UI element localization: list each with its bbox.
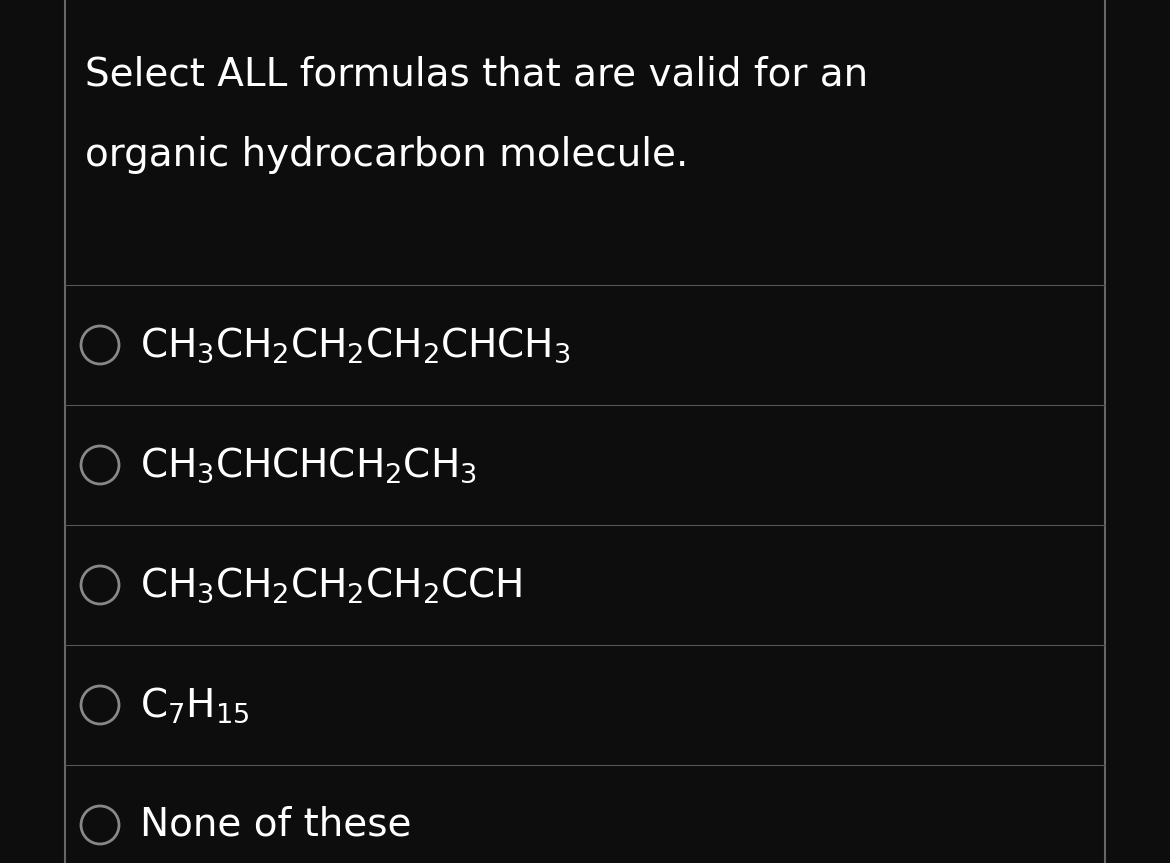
Text: organic hydrocarbon molecule.: organic hydrocarbon molecule. [85, 136, 688, 174]
Text: C$_7$H$_{15}$: C$_7$H$_{15}$ [140, 685, 249, 725]
Text: CH$_3$CH$_2$CH$_2$CH$_2$CHCH$_3$: CH$_3$CH$_2$CH$_2$CH$_2$CHCH$_3$ [140, 325, 571, 365]
Text: None of these: None of these [140, 806, 412, 844]
Text: CH$_3$CH$_2$CH$_2$CH$_2$CCH: CH$_3$CH$_2$CH$_2$CH$_2$CCH [140, 565, 522, 605]
Text: CH$_3$CHCHCH$_2$CH$_3$: CH$_3$CHCHCH$_2$CH$_3$ [140, 445, 477, 485]
Text: Select ALL formulas that are valid for an: Select ALL formulas that are valid for a… [85, 56, 868, 94]
